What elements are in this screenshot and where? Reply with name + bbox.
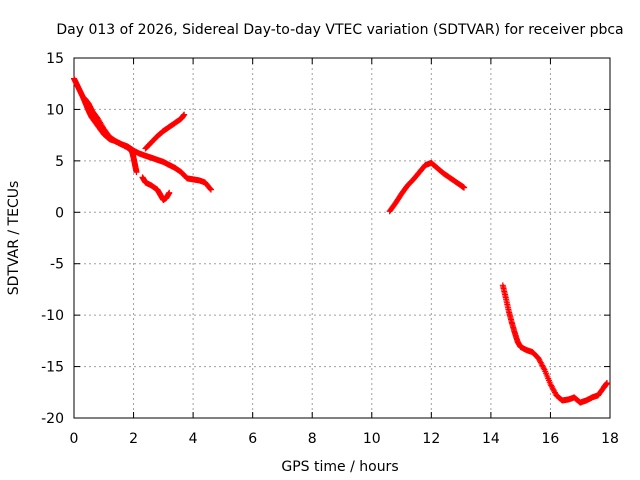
data-point — [461, 184, 468, 191]
y-tick-label: 10 — [46, 102, 64, 118]
data-point — [207, 185, 214, 192]
y-tick-label: -5 — [50, 257, 64, 273]
x-tick-label: 18 — [601, 431, 619, 447]
x-tick-label: 16 — [542, 431, 560, 447]
y-tick-label: 15 — [46, 51, 64, 67]
series-arc-1 — [71, 75, 140, 176]
y-tick-label: 5 — [55, 154, 64, 170]
x-tick-label: 10 — [363, 431, 381, 447]
data-point — [604, 380, 611, 387]
series-arc-2 — [79, 94, 214, 193]
x-tick-label: 2 — [129, 431, 138, 447]
series-arc-5 — [386, 159, 468, 215]
grid-lines — [74, 58, 610, 418]
series-arc-3 — [139, 174, 173, 203]
y-tick-label: 0 — [55, 205, 64, 221]
data-point — [207, 186, 214, 193]
data-point — [181, 111, 188, 118]
axis-ticks: 0 2 4 6 8 10 12 14 16 18 15 10 5 0 -5 -10 -15 -20 — [41, 51, 619, 447]
x-tick-label: 8 — [308, 431, 317, 447]
series-arc-6 — [499, 282, 611, 406]
x-tick-label: 14 — [482, 431, 500, 447]
data-point — [133, 169, 140, 176]
x-tick-label: 4 — [189, 431, 198, 447]
x-tick-label: 6 — [248, 431, 257, 447]
chart-title: Day 013 of 2026, Sidereal Day-to-day VTE… — [56, 22, 623, 38]
data-points — [71, 75, 611, 406]
y-tick-label: -15 — [41, 360, 64, 376]
x-axis-label: GPS time / hours — [281, 459, 398, 475]
x-tick-label: 12 — [422, 431, 440, 447]
y-axis-label: SDTVAR / TECUs — [6, 181, 22, 296]
plot-frame — [73, 57, 611, 419]
y-tick-label: -10 — [41, 308, 64, 324]
x-tick-label: 0 — [70, 431, 79, 447]
series-arc-4 — [142, 111, 188, 152]
data-point — [166, 189, 173, 196]
y-tick-label: -20 — [41, 411, 64, 427]
